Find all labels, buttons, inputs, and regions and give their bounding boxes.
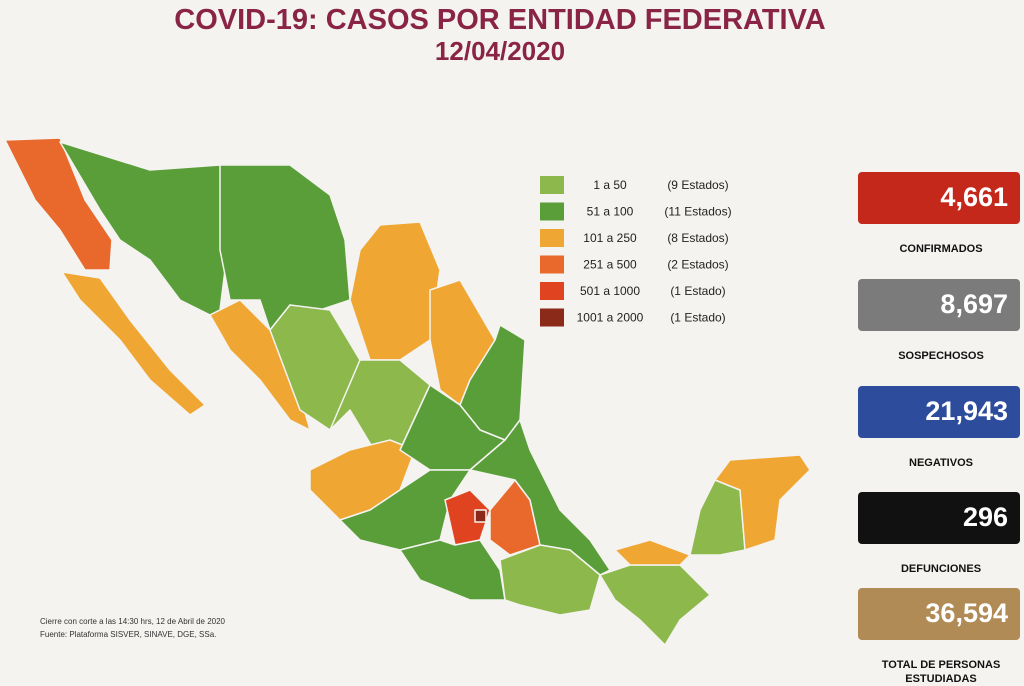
stat-value: 296 — [858, 492, 1020, 544]
state — [61, 271, 206, 416]
state — [689, 479, 746, 556]
legend-count: (1 Estado) — [670, 284, 725, 298]
state — [339, 469, 471, 551]
legend-range: 1001 a 2000 — [577, 311, 644, 325]
footnote: Cierre con corte a las 14:30 hrs, 12 de … — [40, 617, 225, 626]
stat-label: DEFUNCIONES — [900, 563, 982, 575]
legend-swatch — [540, 308, 564, 327]
legend-swatch — [540, 255, 564, 274]
legend-swatch — [540, 229, 564, 247]
state — [614, 539, 691, 566]
state — [399, 539, 506, 601]
date: 12/04/2020 — [434, 36, 566, 66]
legend: 1 a 50 (9 Estados) 51 a 100 (11 Estados) 101… — [540, 176, 732, 327]
stat-label: NEGATIVOS — [909, 457, 973, 469]
state — [209, 299, 311, 431]
stat-value: 8,697 — [858, 279, 1020, 331]
legend-count: (8 Estados) — [667, 231, 728, 245]
state — [499, 544, 601, 616]
footnote: Fuente: Plataforma SISVER, SINAVE, DGE, … — [40, 630, 217, 639]
state — [4, 137, 113, 271]
legend-swatch — [540, 202, 564, 221]
legend-range: 501 a 1000 — [580, 284, 640, 298]
legend-range: 51 a 100 — [587, 205, 634, 219]
legend-count: (9 Estados) — [667, 178, 728, 192]
stat-label: SOSPECHOSOS — [898, 350, 984, 362]
stat-value: 21,943 — [858, 386, 1020, 438]
state — [349, 221, 441, 361]
state — [444, 489, 491, 546]
legend-count: (1 Estado) — [670, 311, 725, 325]
stat-value: 36,594 — [858, 588, 1020, 640]
stat-label: CONFIRMADOS — [899, 243, 983, 255]
state — [474, 509, 487, 523]
state — [714, 454, 811, 551]
legend-count: (2 Estados) — [667, 258, 728, 272]
legend-range: 251 a 500 — [583, 258, 637, 272]
legend-swatch — [540, 282, 564, 300]
legend-range: 101 a 250 — [583, 231, 637, 245]
legend-swatch — [540, 176, 564, 194]
state — [599, 564, 711, 646]
title: COVID-19: CASOS POR ENTIDAD FEDERATIVA — [174, 4, 826, 36]
stat-value: 4,661 — [858, 172, 1020, 224]
stat-label: TOTAL DE PERSONAS ESTUDIADAS — [881, 659, 1001, 685]
legend-range: 1 a 50 — [593, 178, 627, 192]
legend-count: (11 Estados) — [664, 205, 731, 219]
